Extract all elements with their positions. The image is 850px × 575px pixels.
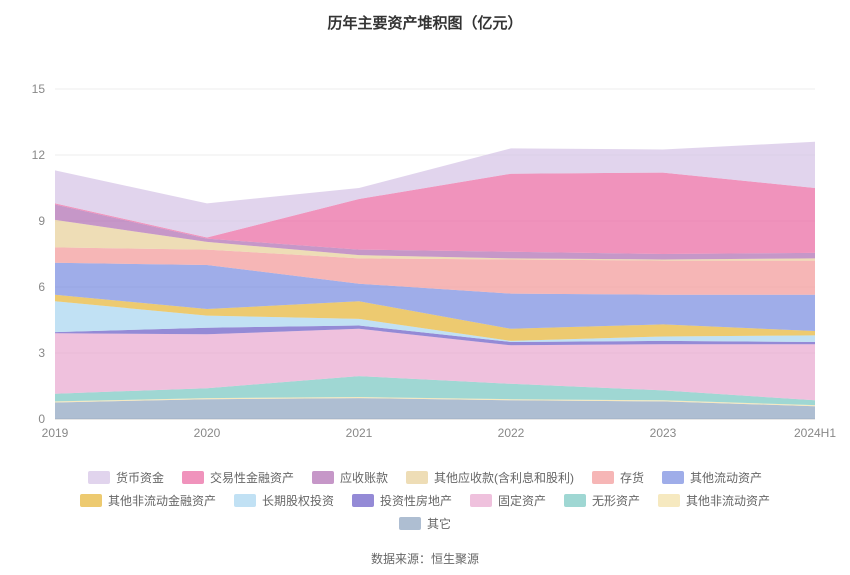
- legend-swatch: [80, 494, 102, 507]
- x-tick-label: 2021: [346, 426, 373, 440]
- legend-swatch: [662, 471, 684, 484]
- legend-item-fixed: 固定资产: [470, 492, 546, 509]
- legend-item-ar: 应收账款: [312, 469, 388, 486]
- legend-item-other: 其它: [399, 515, 451, 532]
- legend-swatch: [658, 494, 680, 507]
- legend-swatch: [182, 471, 204, 484]
- y-tick-label: 0: [38, 412, 45, 426]
- legend-label: 无形资产: [592, 492, 640, 509]
- legend-item-other_recv: 其他应收款(含利息和股利): [406, 469, 574, 486]
- y-tick-label: 3: [38, 346, 45, 360]
- legend-label: 投资性房地产: [380, 492, 452, 509]
- y-tick-label: 6: [38, 280, 45, 294]
- legend-label: 其他流动资产: [690, 469, 762, 486]
- legend-swatch: [564, 494, 586, 507]
- legend: 货币资金交易性金融资产应收账款其他应收款(含利息和股利)存货其他流动资产其他非流…: [0, 469, 850, 532]
- legend-swatch: [234, 494, 256, 507]
- legend-label: 其他非流动资产: [686, 492, 770, 509]
- legend-swatch: [406, 471, 428, 484]
- x-tick-label: 2024H1: [794, 426, 836, 440]
- plot-area: 0 3 6 9 12 15 2019 2020 2021 2022 2023 2024H1: [0, 39, 850, 449]
- legend-item-trading_fa: 交易性金融资产: [182, 469, 294, 486]
- legend-label: 其他非流动金融资产: [108, 492, 216, 509]
- legend-label: 交易性金融资产: [210, 469, 294, 486]
- legend-item-inv_property: 投资性房地产: [352, 492, 452, 509]
- x-tick-label: 2019: [42, 426, 69, 440]
- legend-swatch: [352, 494, 374, 507]
- data-source-label: 数据来源：恒生聚源: [0, 550, 850, 567]
- legend-swatch: [88, 471, 110, 484]
- x-tick-label: 2022: [498, 426, 525, 440]
- legend-swatch: [399, 517, 421, 530]
- legend-item-inventory: 存货: [592, 469, 644, 486]
- legend-item-other_ca: 其他流动资产: [662, 469, 762, 486]
- legend-swatch: [312, 471, 334, 484]
- legend-label: 其它: [427, 515, 451, 532]
- legend-item-lt_equity: 长期股权投资: [234, 492, 334, 509]
- legend-item-intangible: 无形资产: [564, 492, 640, 509]
- legend-label: 应收账款: [340, 469, 388, 486]
- legend-swatch: [470, 494, 492, 507]
- chart-container: 历年主要资产堆积图（亿元） 0 3 6 9 12 15 2019 2020 2021 2022 20…: [0, 0, 850, 575]
- y-tick-label: 9: [38, 214, 45, 228]
- legend-label: 存货: [620, 469, 644, 486]
- legend-swatch: [592, 471, 614, 484]
- y-tick-label: 15: [32, 82, 46, 96]
- x-tick-label: 2020: [194, 426, 221, 440]
- legend-item-other_ncfa: 其他非流动金融资产: [80, 492, 216, 509]
- legend-label: 固定资产: [498, 492, 546, 509]
- x-tick-label: 2023: [650, 426, 677, 440]
- chart-title: 历年主要资产堆积图（亿元）: [0, 0, 850, 33]
- legend-item-cash: 货币资金: [88, 469, 164, 486]
- legend-label: 长期股权投资: [262, 492, 334, 509]
- legend-label: 其他应收款(含利息和股利): [434, 469, 574, 486]
- stacked-area-chart: 0 3 6 9 12 15 2019 2020 2021 2022 2023 2024H1: [0, 39, 850, 449]
- legend-label: 货币资金: [116, 469, 164, 486]
- y-tick-label: 12: [32, 148, 46, 162]
- legend-item-other_nca: 其他非流动资产: [658, 492, 770, 509]
